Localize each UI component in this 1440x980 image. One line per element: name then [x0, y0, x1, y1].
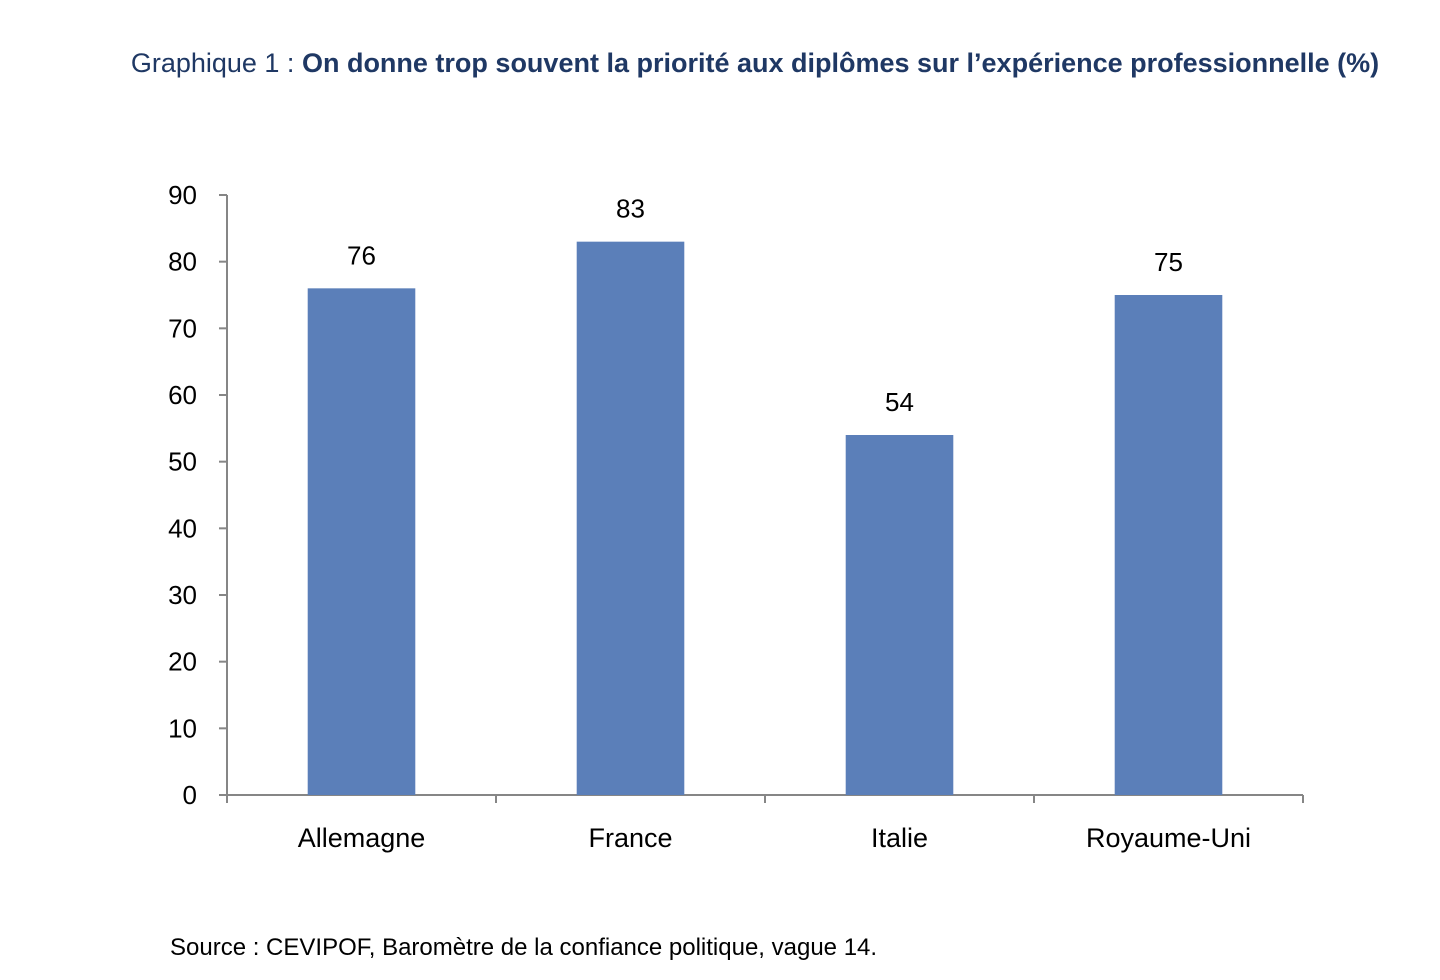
chart-title: Graphique 1 : On donne trop souvent la p… — [120, 42, 1390, 84]
y-tick-label: 10 — [168, 713, 197, 743]
y-tick-label: 20 — [168, 647, 197, 677]
source-note: Source : CEVIPOF, Baromètre de la confia… — [170, 934, 878, 961]
x-axis: Allemagne France Italie Royaume-Uni — [226, 794, 1304, 853]
bar-royaume-uni — [1114, 295, 1223, 795]
y-tick-label: 0 — [183, 780, 197, 810]
x-category-label: Royaume-Uni — [1086, 823, 1251, 853]
y-tick-label: 70 — [168, 313, 197, 343]
bars — [307, 241, 1223, 795]
chart-title-main: On donne trop souvent la priorité aux di… — [301, 48, 1380, 78]
value-label: 54 — [885, 387, 914, 417]
x-category-label: France — [588, 823, 672, 853]
value-label: 83 — [616, 194, 645, 224]
y-tick-label: 80 — [168, 247, 197, 277]
y-tick-label: 30 — [168, 580, 197, 610]
value-label: 76 — [347, 240, 376, 270]
y-tick-label: 50 — [168, 447, 197, 477]
y-tick-label: 90 — [168, 180, 197, 210]
y-tick-label: 60 — [168, 380, 197, 410]
value-labels: 76 83 54 75 — [347, 194, 1183, 417]
bar-france — [576, 241, 685, 795]
x-category-label: Italie — [871, 823, 928, 853]
bar-allemagne — [307, 288, 416, 795]
y-axis: 0 10 20 30 40 50 60 70 80 90 — [168, 180, 228, 810]
x-category-label: Allemagne — [298, 823, 426, 853]
value-label: 75 — [1154, 247, 1183, 277]
y-tick-label: 40 — [168, 513, 197, 543]
bar-italie — [845, 435, 954, 795]
chart-title-prefix: Graphique 1 : — [130, 48, 302, 78]
